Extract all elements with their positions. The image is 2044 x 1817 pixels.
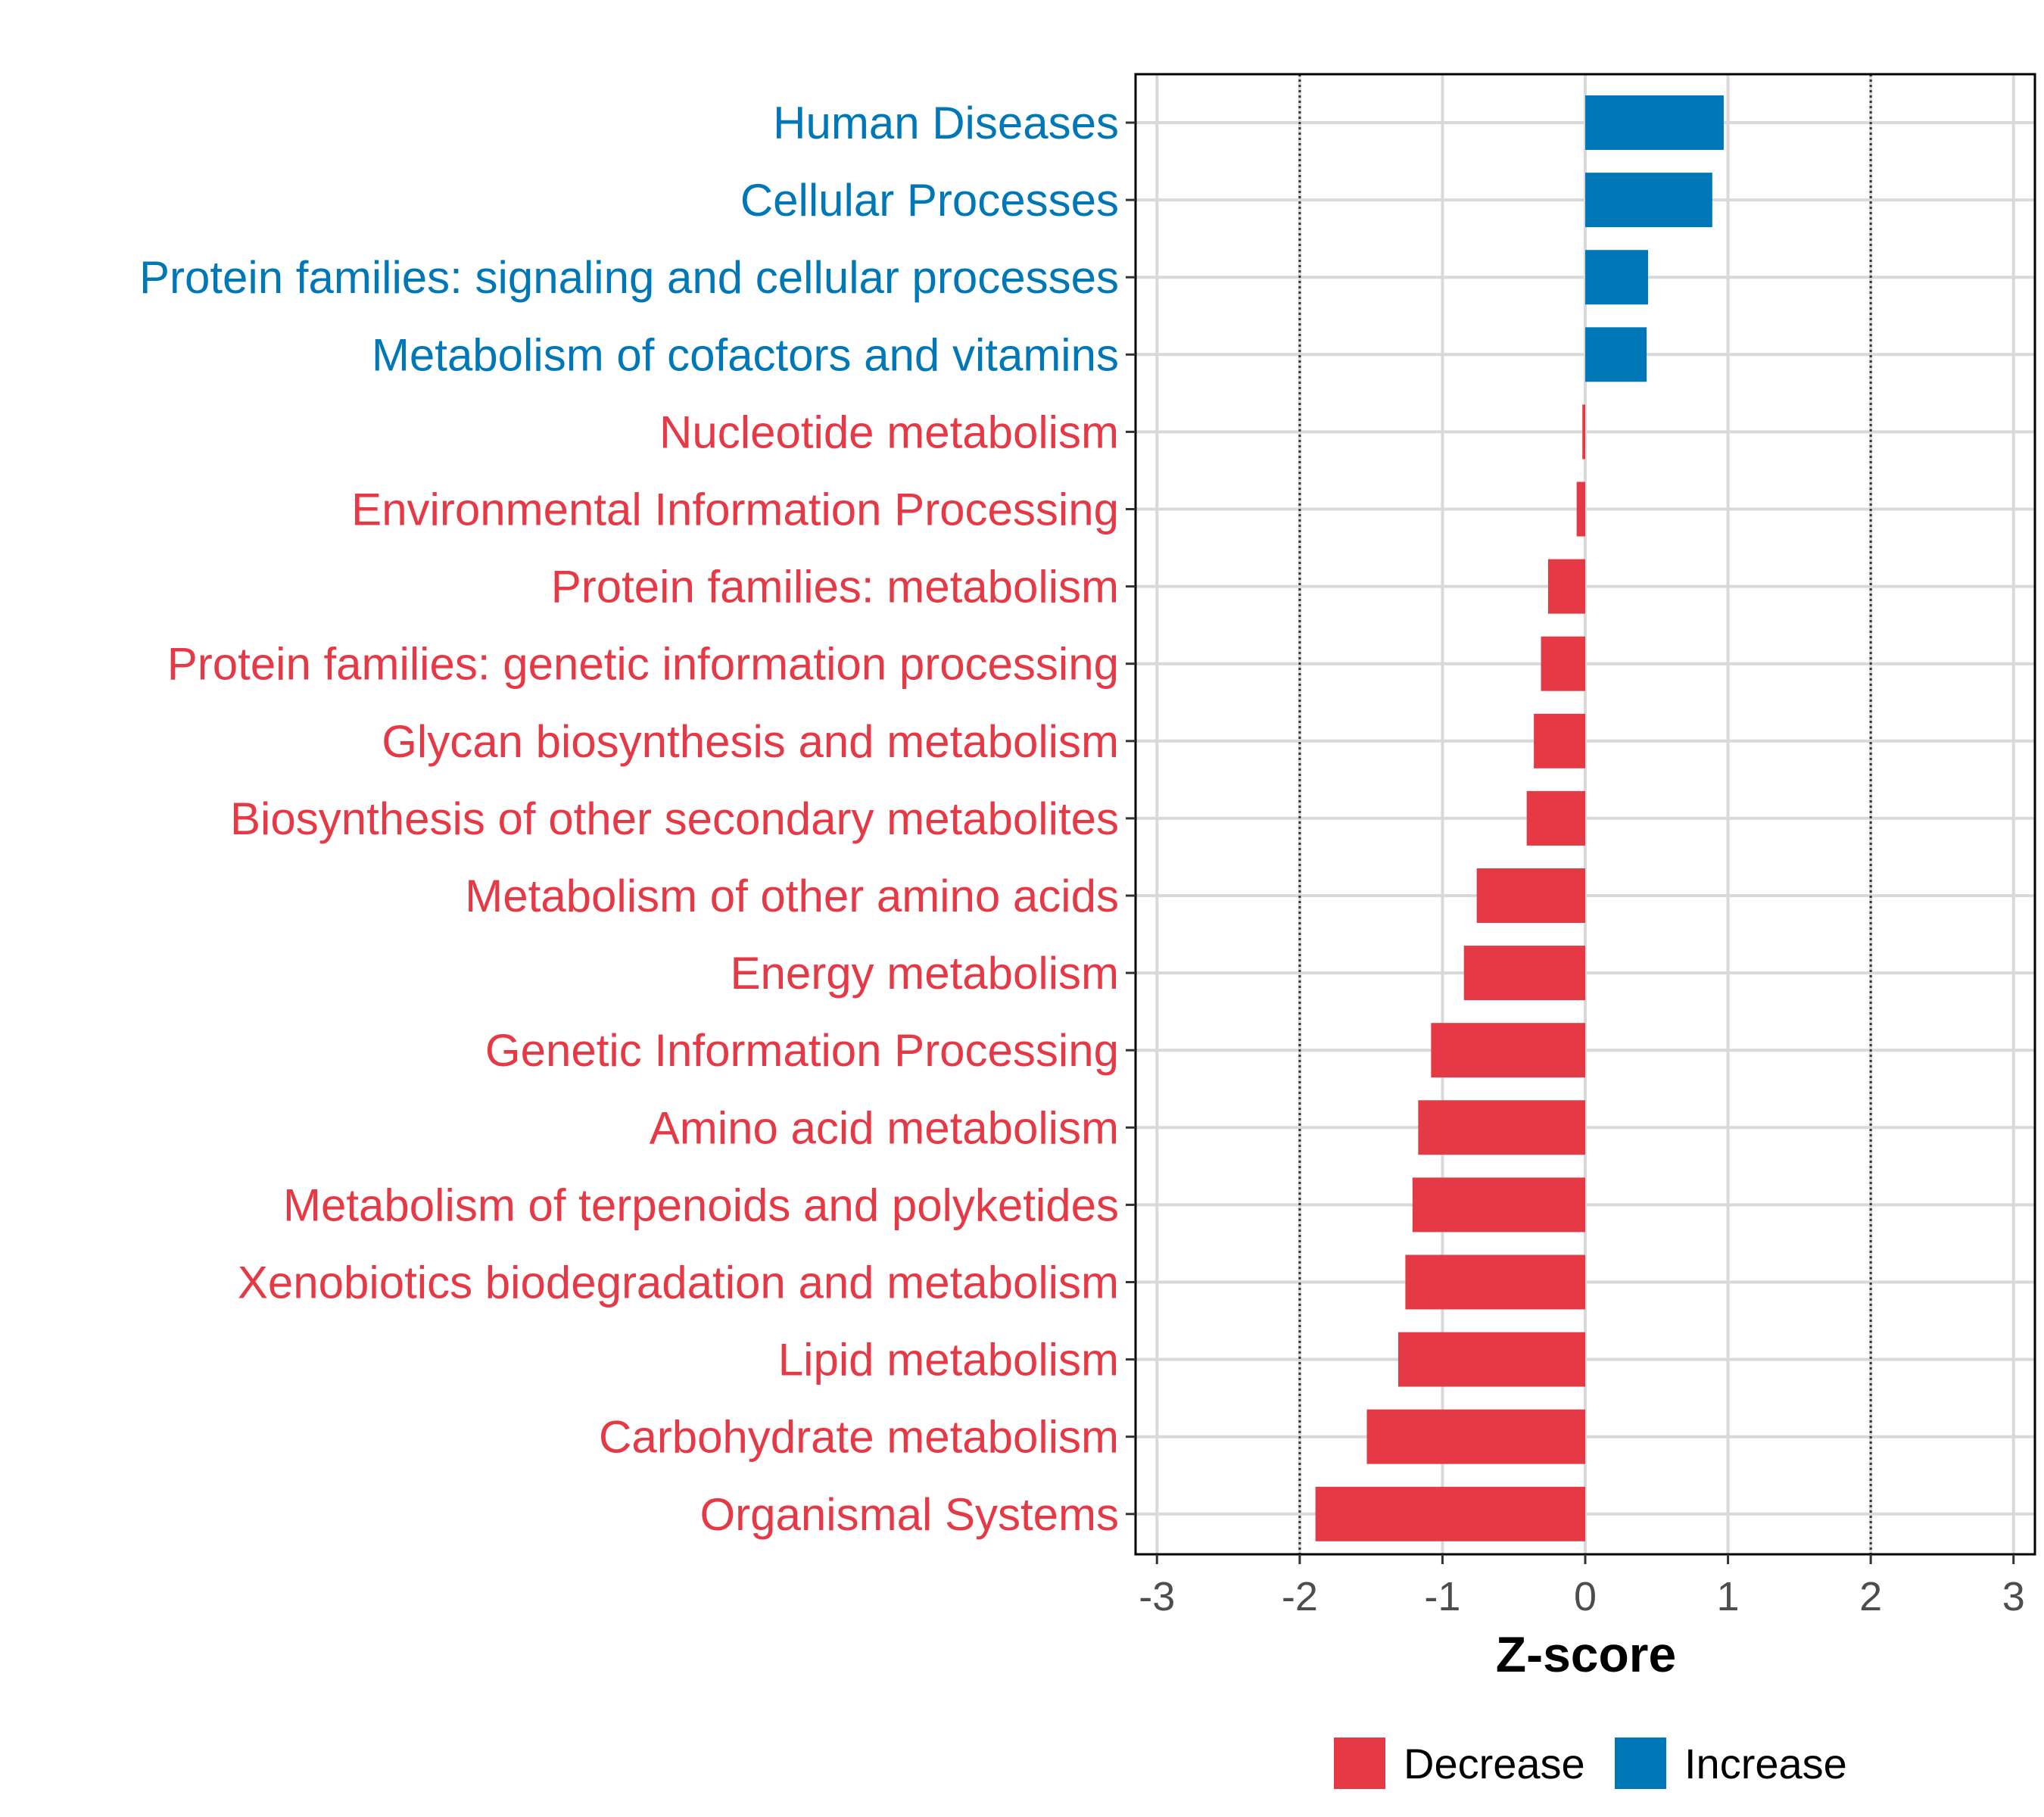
x-axis-title: Z-score xyxy=(1496,1626,1676,1682)
category-label: Biosynthesis of other secondary metaboli… xyxy=(230,793,1119,844)
bar xyxy=(1534,713,1585,768)
x-tick-label: -3 xyxy=(1139,1574,1175,1619)
bar xyxy=(1585,327,1647,382)
legend-key xyxy=(1334,1738,1385,1789)
category-label: Xenobiotics biodegradation and metabolis… xyxy=(238,1258,1119,1308)
category-label: Cellular Processes xyxy=(740,175,1119,226)
category-label: Genetic Information Processing xyxy=(485,1025,1119,1076)
bar xyxy=(1585,250,1648,305)
bar xyxy=(1576,482,1585,537)
bar xyxy=(1315,1486,1585,1541)
bars xyxy=(1315,95,1724,1541)
x-tick-label: -1 xyxy=(1424,1574,1460,1619)
bar xyxy=(1547,559,1585,614)
x-tick-label: 0 xyxy=(1574,1574,1597,1619)
category-label: Metabolism of cofactors and vitamins xyxy=(372,329,1119,380)
bar xyxy=(1366,1409,1585,1464)
y-axis-ticks xyxy=(1126,121,1136,1516)
bar xyxy=(1431,1023,1585,1078)
category-labels: Human Diseases Cellular Processes Protein … xyxy=(139,98,1119,1540)
bar xyxy=(1541,636,1585,691)
bar xyxy=(1405,1254,1585,1310)
legend: Decrease Increase xyxy=(1334,1738,1847,1789)
category-label: Nucleotide metabolism xyxy=(659,407,1119,457)
bar xyxy=(1397,1332,1585,1387)
category-label: Lipid metabolism xyxy=(778,1335,1119,1385)
category-label: Energy metabolism xyxy=(730,948,1119,999)
category-label: Protein families: signaling and cellular… xyxy=(139,252,1119,303)
bar xyxy=(1585,95,1724,150)
bar xyxy=(1476,868,1585,923)
category-label: Protein families: metabolism xyxy=(551,562,1119,612)
category-label: Environmental Information Processing xyxy=(351,485,1119,535)
legend-label: Decrease xyxy=(1404,1740,1585,1787)
category-label: Carbohydrate metabolism xyxy=(599,1412,1119,1463)
category-label: Metabolism of terpenoids and polyketides xyxy=(283,1180,1119,1230)
x-tick-label: 2 xyxy=(1859,1574,1882,1619)
x-tick-label: 3 xyxy=(2002,1574,2025,1619)
category-label: Protein families: genetic information pr… xyxy=(167,639,1119,690)
category-label: Organismal Systems xyxy=(700,1489,1119,1540)
category-label: Human Diseases xyxy=(773,98,1119,148)
bar xyxy=(1412,1177,1585,1233)
bar xyxy=(1582,404,1585,460)
bar xyxy=(1463,946,1585,1001)
bar xyxy=(1418,1100,1585,1155)
x-tick-label: -2 xyxy=(1282,1574,1318,1619)
category-label: Amino acid metabolism xyxy=(650,1102,1119,1153)
x-axis-ticks: -3 -2 -1 0 1 2 3 xyxy=(1139,1554,2025,1619)
legend-key xyxy=(1615,1738,1666,1789)
bar xyxy=(1526,790,1585,846)
x-tick-label: 1 xyxy=(1717,1574,1740,1619)
category-label: Glycan biosynthesis and metabolism xyxy=(382,716,1119,767)
bar xyxy=(1585,173,1712,228)
legend-label: Increase xyxy=(1684,1740,1847,1787)
category-label: Metabolism of other amino acids xyxy=(465,871,1119,921)
